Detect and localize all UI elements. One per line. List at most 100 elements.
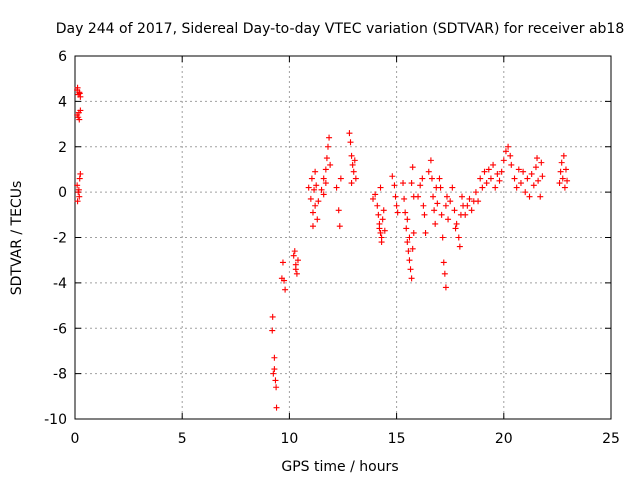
data-point — [406, 234, 413, 241]
data-point — [391, 182, 398, 189]
data-point — [322, 166, 329, 173]
data-point — [393, 202, 400, 209]
data-point — [389, 173, 396, 180]
data-point — [532, 164, 539, 171]
data-point — [437, 184, 444, 191]
data-point — [477, 175, 484, 182]
data-point — [347, 139, 354, 146]
x-tick-label: 5 — [178, 431, 187, 447]
data-point — [269, 327, 276, 334]
data-point — [318, 186, 325, 193]
data-point — [449, 184, 456, 191]
data-point — [464, 202, 471, 209]
y-tick-label: -2 — [53, 231, 67, 247]
data-point — [403, 225, 410, 232]
data-point — [481, 168, 488, 175]
data-point — [520, 168, 527, 175]
data-point — [74, 182, 81, 189]
data-point — [505, 143, 512, 150]
data-point — [431, 207, 438, 214]
data-point — [492, 184, 499, 191]
x-tick-label: 20 — [495, 431, 513, 447]
data-point — [333, 184, 340, 191]
data-point — [556, 180, 563, 187]
data-point — [401, 195, 408, 202]
data-point — [535, 177, 542, 184]
data-point — [517, 180, 524, 187]
data-point — [526, 193, 533, 200]
data-point — [487, 175, 494, 182]
data-point — [485, 166, 492, 173]
data-point — [428, 175, 435, 182]
data-point — [447, 198, 454, 205]
data-point — [468, 207, 475, 214]
data-point — [372, 191, 379, 198]
y-tick-label: 6 — [58, 49, 67, 65]
y-tick-label: -6 — [53, 321, 67, 337]
data-point — [76, 193, 83, 200]
data-point — [312, 202, 319, 209]
data-point — [75, 186, 82, 193]
data-point — [502, 148, 509, 155]
data-point — [270, 370, 277, 377]
data-point — [419, 175, 426, 182]
data-point — [508, 161, 515, 168]
y-tick-label: 0 — [58, 185, 67, 201]
data-point — [305, 184, 312, 191]
data-point — [420, 202, 427, 209]
data-point — [430, 193, 437, 200]
data-point — [432, 220, 439, 227]
y-tick-label: -10 — [44, 412, 67, 428]
data-point — [74, 198, 81, 205]
data-point — [483, 180, 490, 187]
data-point — [559, 175, 566, 182]
data-point — [443, 193, 450, 200]
data-point — [314, 216, 321, 223]
data-point — [394, 209, 401, 216]
data-point — [272, 377, 279, 384]
data-point — [404, 239, 411, 246]
data-point — [442, 284, 449, 291]
data-point — [348, 152, 355, 159]
x-tick-label: 10 — [280, 431, 298, 447]
data-point — [496, 177, 503, 184]
data-point — [438, 211, 445, 218]
data-point — [309, 209, 316, 216]
data-point — [439, 234, 446, 241]
y-axis-label: SDTVAR / TECUs — [9, 181, 25, 296]
data-point — [322, 180, 329, 187]
data-point — [445, 216, 452, 223]
data-point — [320, 191, 327, 198]
data-point — [425, 168, 432, 175]
y-tick-label: 2 — [58, 140, 67, 156]
data-point — [524, 175, 531, 182]
data-point — [336, 223, 343, 230]
data-point — [76, 175, 83, 182]
data-point — [282, 286, 289, 293]
data-point — [349, 161, 356, 168]
data-point — [315, 198, 322, 205]
data-point — [560, 152, 567, 159]
data-point — [537, 193, 544, 200]
data-point — [456, 243, 463, 250]
data-point — [409, 164, 416, 171]
data-point — [327, 161, 334, 168]
data-point — [479, 184, 486, 191]
data-point — [350, 168, 357, 175]
data-point — [308, 175, 315, 182]
data-point — [351, 157, 358, 164]
data-point — [410, 229, 417, 236]
data-point — [294, 257, 301, 264]
data-point — [348, 180, 355, 187]
data-point — [76, 116, 83, 123]
data-point — [381, 227, 388, 234]
data-point — [324, 143, 331, 150]
data-points — [74, 84, 571, 411]
data-point — [522, 189, 529, 196]
data-point — [379, 216, 386, 223]
data-point — [404, 216, 411, 223]
data-point — [466, 195, 473, 202]
data-point — [442, 202, 449, 209]
data-point — [273, 384, 280, 391]
